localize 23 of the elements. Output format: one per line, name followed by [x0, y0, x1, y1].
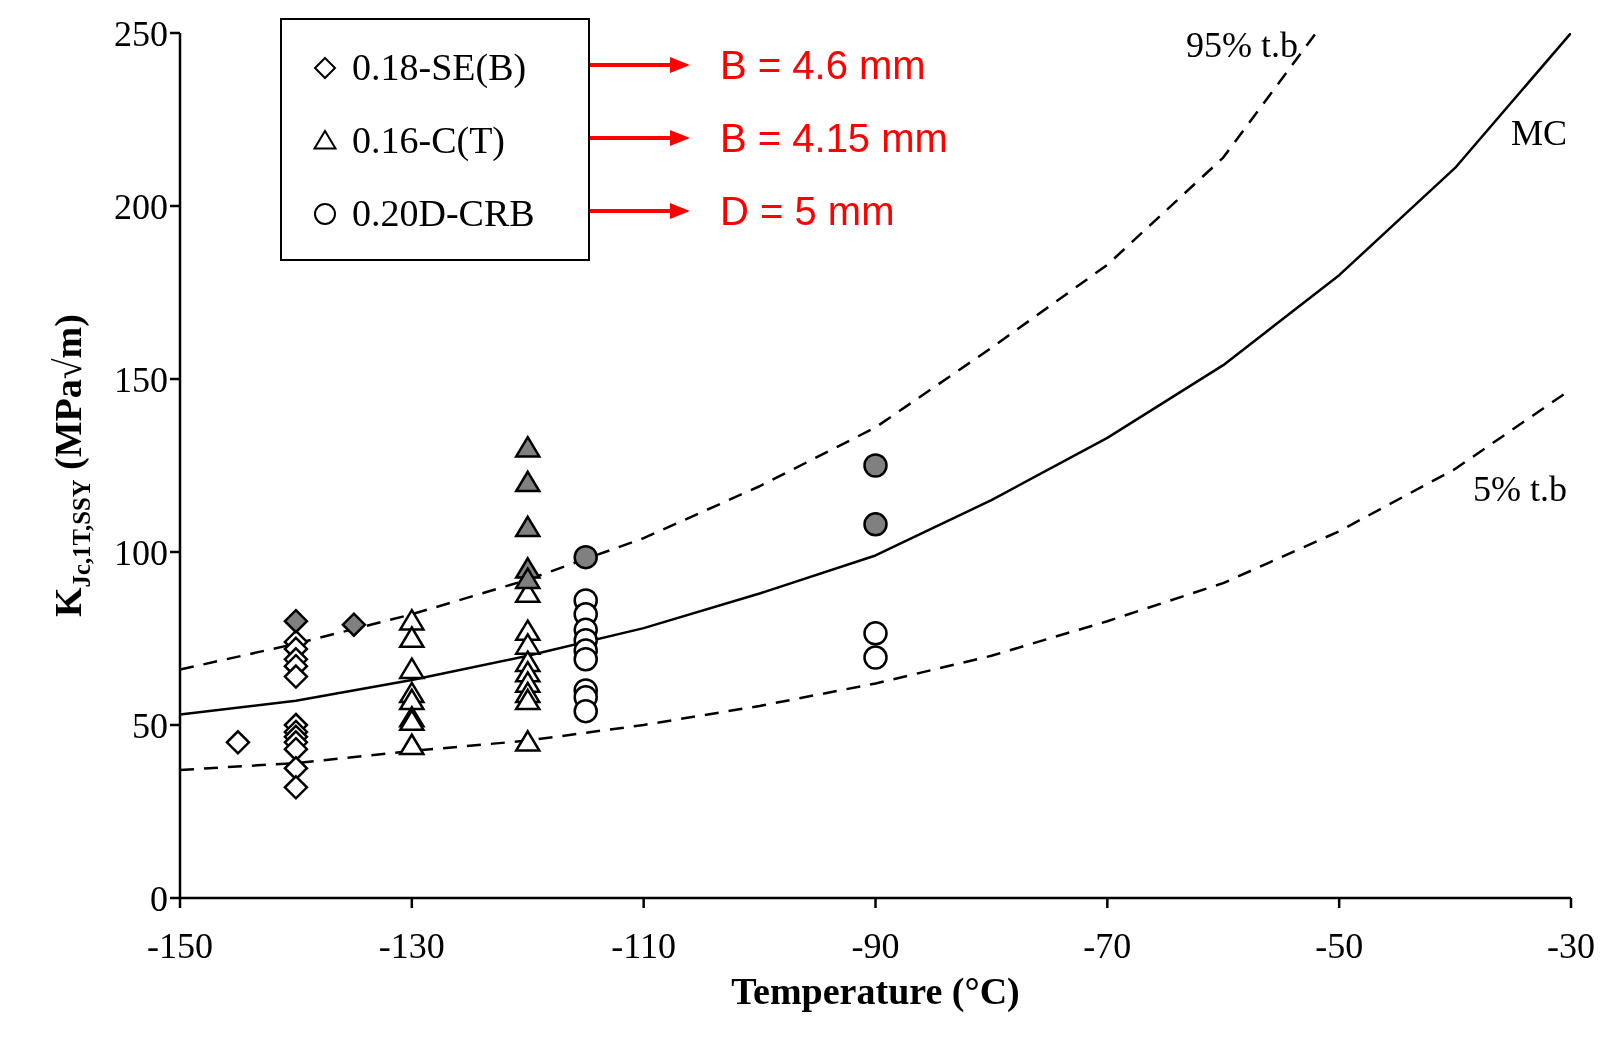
- x-tick-label: -130: [378, 925, 445, 966]
- annotation: D = 5 mm: [720, 188, 895, 234]
- annotation: B = 4.15 mm: [720, 115, 948, 161]
- x-tick-label: -70: [1083, 925, 1132, 966]
- series-label: 95% t.b: [1185, 25, 1298, 65]
- y-tick-label: 200: [114, 186, 168, 227]
- x-tick-label: -90: [851, 925, 900, 966]
- x-tick-label: -50: [1315, 925, 1364, 966]
- y-tick-label: 50: [132, 705, 168, 746]
- x-tick-label: -30: [1547, 925, 1595, 966]
- legend-label: 0.16-C(T): [352, 117, 506, 162]
- annotation: B = 4.6 mm: [720, 42, 926, 88]
- y-tick-label: 150: [114, 359, 168, 400]
- y-tick-label: 0: [150, 878, 168, 919]
- x-axis-title: Temperature (°C): [731, 970, 1020, 1013]
- x-tick-label: -150: [147, 925, 213, 966]
- legend-label: 0.18-SE(B): [352, 44, 527, 89]
- series-label: MC: [1510, 113, 1567, 153]
- y-tick-label: 100: [114, 532, 168, 573]
- x-tick-label: -110: [611, 925, 676, 966]
- series-label: 5% t.b: [1473, 469, 1567, 510]
- y-tick-label: 250: [114, 13, 168, 54]
- legend-label: 0.20D-CRB: [352, 190, 535, 235]
